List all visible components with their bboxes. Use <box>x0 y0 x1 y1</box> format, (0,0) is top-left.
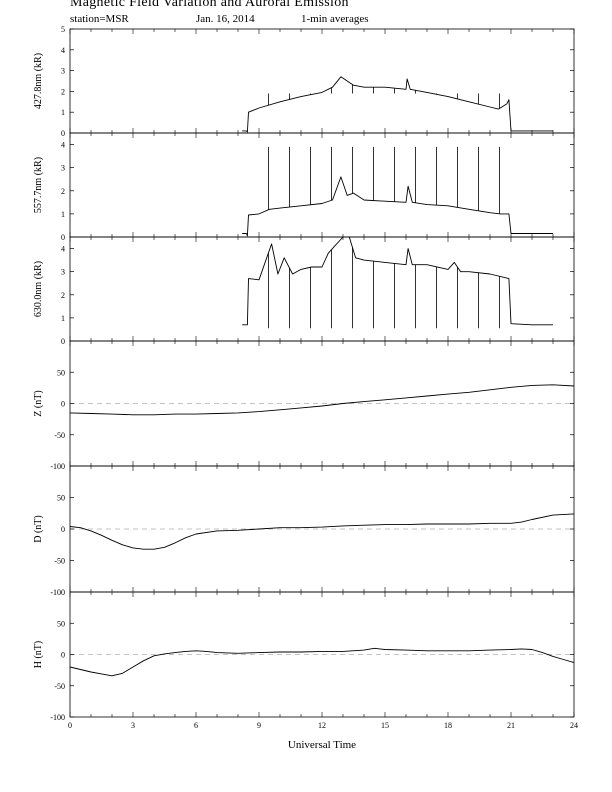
averaging-label: 1-min averages <box>301 13 369 25</box>
y-tick-label: 1 <box>61 210 65 219</box>
y-tick-label: 4 <box>61 141 65 150</box>
y-tick-label: -100 <box>50 462 65 471</box>
series-line <box>242 236 553 326</box>
y-tick-label: 50 <box>57 619 65 628</box>
y-axis-label: H (nT) <box>33 641 44 669</box>
y-tick-label: 50 <box>57 494 65 503</box>
y-tick-label: 5 <box>61 25 65 34</box>
y-tick-label: 4 <box>61 245 65 254</box>
panel-frame <box>69 236 575 342</box>
y-tick-label: 1 <box>61 314 65 323</box>
y-tick-label: 0 <box>61 337 65 346</box>
y-axis-label: 427.8nm (kR) <box>33 53 44 109</box>
y-tick-label: 3 <box>61 268 65 277</box>
y-axis-label: D (nT) <box>33 515 44 543</box>
x-tick-label: 15 <box>381 721 389 730</box>
y-axis-label: 557.7nm (kR) <box>33 157 44 213</box>
y-axis-label: 630.0nm (kR) <box>33 261 44 317</box>
y-tick-label: 0 <box>61 233 65 242</box>
panel-frame <box>69 132 575 238</box>
series-line <box>69 647 575 677</box>
date-label: Jan. 16, 2014 <box>196 13 255 25</box>
station-label: station=MSR <box>70 13 129 25</box>
series-line <box>242 76 553 133</box>
y-tick-label: 2 <box>61 87 65 96</box>
x-tick-label: 18 <box>444 721 452 730</box>
x-tick-label: 9 <box>257 721 261 730</box>
y-tick-label: -50 <box>54 682 65 691</box>
y-tick-label: -100 <box>50 588 65 597</box>
series-line <box>69 513 575 550</box>
y-tick-label: -50 <box>54 557 65 566</box>
y-tick-label: 0 <box>61 129 65 138</box>
x-tick-label: 21 <box>507 721 515 730</box>
y-tick-label: 1 <box>61 108 65 117</box>
y-tick-label: -100 <box>50 713 65 722</box>
y-tick-label: 0 <box>61 400 65 409</box>
x-tick-label: 24 <box>570 721 578 730</box>
x-tick-label: 6 <box>194 721 198 730</box>
y-tick-label: 3 <box>61 164 65 173</box>
x-tick-label: 3 <box>131 721 135 730</box>
series-line <box>69 384 575 416</box>
y-tick-label: 50 <box>57 368 65 377</box>
y-tick-label: 4 <box>61 46 65 55</box>
y-tick-label: -50 <box>54 431 65 440</box>
x-axis-label: Universal Time <box>288 739 356 751</box>
chart-title: Magnetic Field Variation and Auroral Emi… <box>70 0 349 10</box>
y-tick-label: 3 <box>61 67 65 76</box>
series-line <box>242 176 553 237</box>
panel-frame <box>69 28 575 134</box>
x-tick-label: 12 <box>318 721 326 730</box>
y-tick-label: 0 <box>61 651 65 660</box>
y-tick-label: 0 <box>61 525 65 534</box>
y-axis-label: Z (nT) <box>33 390 44 416</box>
x-tick-label: 0 <box>68 721 72 730</box>
y-tick-label: 2 <box>61 291 65 300</box>
y-tick-label: 2 <box>61 187 65 196</box>
